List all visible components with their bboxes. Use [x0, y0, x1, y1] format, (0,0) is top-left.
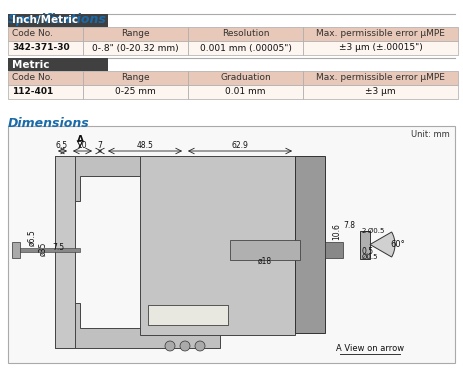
- Bar: [303, 85, 458, 99]
- Text: Inch/Metric: Inch/Metric: [12, 15, 78, 25]
- Text: Graduation: Graduation: [220, 74, 271, 82]
- Text: 112-401: 112-401: [12, 88, 53, 96]
- Text: 0-.8" (0-20.32 mm): 0-.8" (0-20.32 mm): [92, 43, 179, 53]
- Bar: [140, 156, 295, 335]
- Bar: [83, 27, 188, 41]
- Text: 7.5: 7.5: [52, 243, 64, 251]
- Bar: [188, 85, 303, 99]
- Text: Metric: Metric: [12, 60, 50, 70]
- Text: 48.5: 48.5: [137, 141, 153, 150]
- Bar: [8, 58, 108, 71]
- Text: A: A: [76, 135, 83, 144]
- Text: 20: 20: [77, 141, 87, 150]
- Bar: [360, 230, 370, 258]
- Text: Range: Range: [121, 29, 150, 39]
- Text: 6.5: 6.5: [56, 141, 68, 150]
- Text: A View on arrow: A View on arrow: [336, 344, 404, 353]
- Bar: [83, 71, 188, 85]
- Bar: [325, 241, 343, 258]
- Wedge shape: [370, 232, 395, 257]
- Text: ø35: ø35: [38, 242, 48, 256]
- Text: 0.5: 0.5: [362, 248, 374, 256]
- Bar: [230, 240, 300, 259]
- Bar: [8, 14, 108, 27]
- Text: 342-371-30: 342-371-30: [12, 43, 69, 53]
- Text: 7.8: 7.8: [343, 222, 355, 230]
- Text: 62.9: 62.9: [232, 141, 249, 150]
- Bar: [188, 71, 303, 85]
- Bar: [83, 41, 188, 55]
- Text: Max. permissible error μMPE: Max. permissible error μMPE: [316, 74, 445, 82]
- Bar: [8, 41, 83, 55]
- Bar: [8, 126, 455, 363]
- Circle shape: [165, 341, 175, 351]
- Text: 7: 7: [98, 141, 102, 150]
- Text: ±3 μm (±.00015"): ±3 μm (±.00015"): [338, 43, 422, 53]
- Bar: [15, 248, 80, 251]
- Bar: [8, 85, 83, 99]
- Text: 60°: 60°: [390, 240, 405, 249]
- Text: ø18: ø18: [258, 256, 272, 265]
- Text: 10.6: 10.6: [332, 223, 342, 240]
- Text: 0.001 mm (.00005"): 0.001 mm (.00005"): [200, 43, 291, 53]
- Text: Specifications: Specifications: [8, 13, 107, 26]
- Text: Code No.: Code No.: [12, 74, 53, 82]
- Bar: [303, 41, 458, 55]
- Text: Range: Range: [121, 74, 150, 82]
- Bar: [8, 27, 83, 41]
- Circle shape: [195, 341, 205, 351]
- Text: ±3 μm: ±3 μm: [365, 88, 396, 96]
- Bar: [8, 71, 83, 85]
- Text: Dimensions: Dimensions: [8, 117, 90, 130]
- Bar: [303, 71, 458, 85]
- Bar: [303, 27, 458, 41]
- Text: ø6.5: ø6.5: [27, 230, 37, 247]
- Bar: [188, 27, 303, 41]
- Bar: [295, 156, 325, 333]
- Text: Code No.: Code No.: [12, 29, 53, 39]
- Text: Max. permissible error μMPE: Max. permissible error μMPE: [316, 29, 445, 39]
- Bar: [188, 41, 303, 55]
- Polygon shape: [55, 303, 220, 348]
- Bar: [148, 305, 228, 325]
- Text: Resolution: Resolution: [222, 29, 269, 39]
- Text: 0-25 mm: 0-25 mm: [115, 88, 156, 96]
- Bar: [12, 241, 20, 258]
- Text: 0.01 mm: 0.01 mm: [225, 88, 266, 96]
- Bar: [83, 85, 188, 99]
- Polygon shape: [55, 156, 75, 348]
- Text: Ø0.5: Ø0.5: [362, 254, 378, 259]
- Polygon shape: [55, 156, 220, 201]
- Text: 2-Ø0.5: 2-Ø0.5: [362, 227, 385, 234]
- Text: Unit: mm: Unit: mm: [411, 130, 450, 139]
- Circle shape: [180, 341, 190, 351]
